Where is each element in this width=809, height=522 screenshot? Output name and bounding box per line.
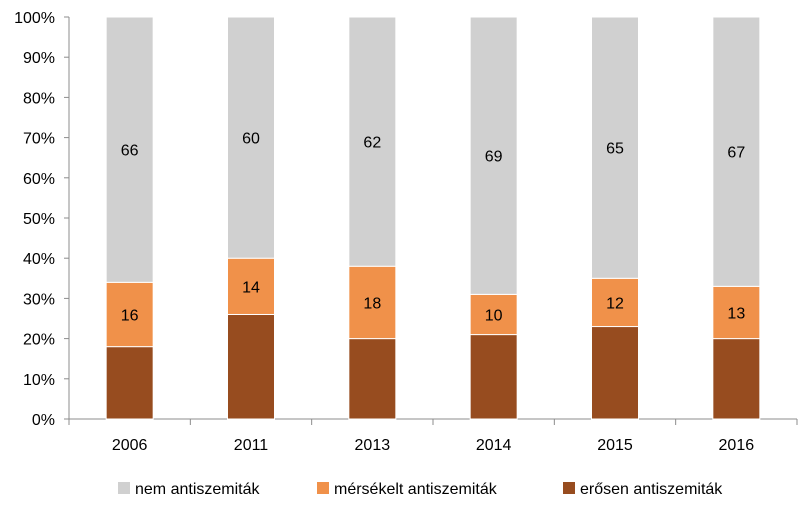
bar-segment	[105, 346, 154, 420]
y-tick-label: 10%	[23, 372, 55, 389]
data-label: 62	[363, 135, 381, 152]
y-tick-label: 0%	[32, 412, 55, 429]
bar-segment	[469, 16, 518, 295]
bar-segment	[227, 313, 275, 420]
x-tick-label: 2015	[597, 437, 633, 454]
bar-segment	[712, 16, 761, 287]
y-tick-label: 50%	[23, 211, 55, 228]
bar-segment	[591, 326, 639, 420]
legend-label: erősen antiszemiták	[580, 481, 723, 498]
data-label: 60	[242, 131, 260, 148]
legend: nem antiszemiták mérsékelt antiszemiták er…	[118, 481, 723, 498]
bar-segment	[469, 334, 518, 420]
data-label: 69	[485, 149, 503, 166]
legend-swatch	[317, 482, 329, 494]
data-label: 18	[363, 295, 381, 312]
data-label: 66	[121, 143, 139, 160]
x-tick-label: 2006	[112, 437, 148, 454]
y-tick-label: 30%	[23, 291, 55, 308]
legend-swatch	[118, 482, 130, 494]
data-label: 65	[606, 141, 624, 158]
x-tick-label: 2016	[719, 437, 755, 454]
data-label: 12	[606, 295, 624, 312]
legend-label: mérsékelt antiszemiták	[334, 481, 498, 498]
data-label: 13	[727, 305, 745, 322]
legend-label: nem antiszemiták	[135, 481, 260, 498]
y-tick-label: 40%	[23, 251, 55, 268]
bar-segment	[712, 338, 761, 420]
bar-segment	[712, 285, 761, 340]
bar-segment	[348, 338, 397, 420]
y-tick-label: 80%	[23, 90, 55, 107]
data-label: 16	[121, 307, 139, 324]
bar-segment	[591, 277, 639, 328]
bar-segment	[105, 16, 154, 283]
x-tick-label: 2014	[476, 437, 512, 454]
y-tick-label: 70%	[23, 131, 55, 148]
y-tick-label: 90%	[23, 50, 55, 67]
bar-segment	[348, 265, 397, 340]
x-tick-label: 2011	[234, 437, 269, 454]
bar-segment	[469, 293, 518, 336]
bar-segment	[227, 16, 275, 259]
data-labels: 16 66 14 60 18 62 10 69 12 65 13 67	[121, 131, 746, 325]
bars	[105, 16, 761, 420]
y-tick-label: 20%	[23, 332, 55, 349]
y-tick-label: 100%	[14, 10, 55, 27]
bar-segment	[591, 16, 639, 279]
bar-segment	[227, 257, 275, 315]
x-tick-label: 2013	[355, 437, 391, 454]
data-label: 14	[242, 279, 260, 296]
y-tick-label: 60%	[23, 171, 55, 188]
data-label: 10	[485, 307, 503, 324]
bar-segment	[348, 16, 397, 267]
legend-swatch	[563, 482, 575, 494]
data-label: 67	[727, 145, 745, 162]
axes: 0% 10% 20% 30% 40% 50% 60% 70% 80% 90% 100% 2006 201…	[14, 10, 798, 454]
